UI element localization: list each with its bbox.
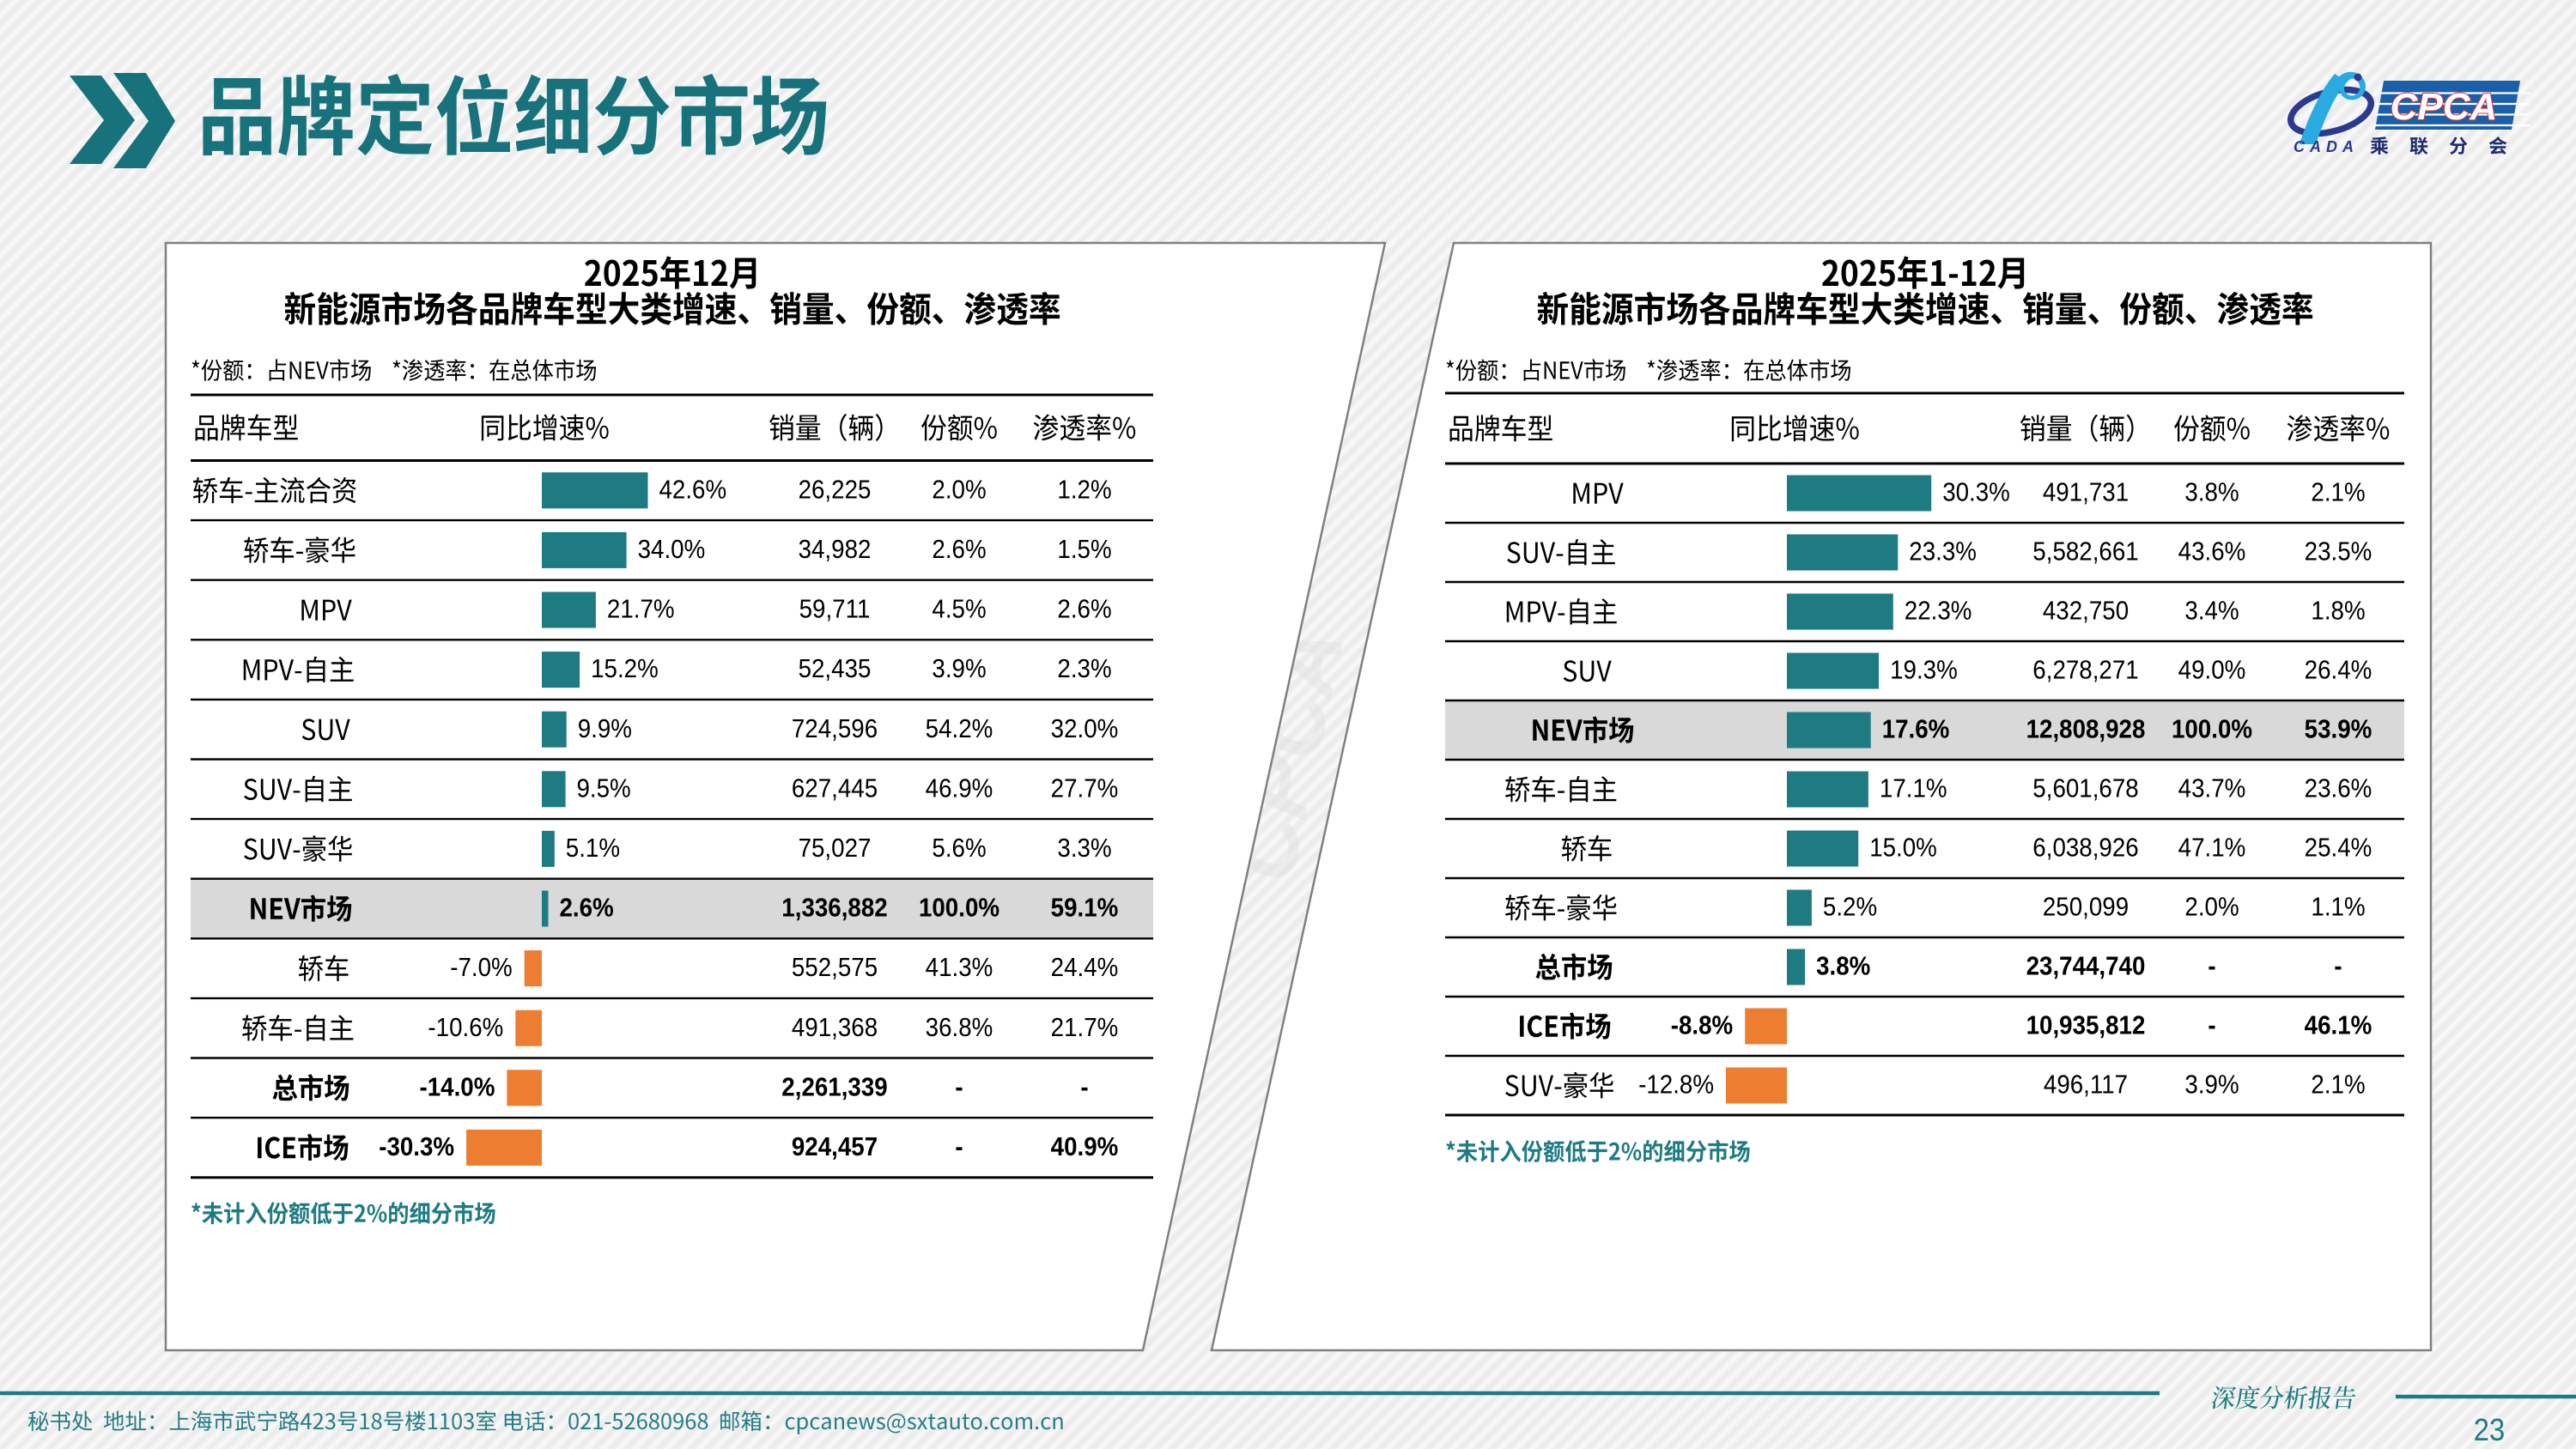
svg-text:46.9%: 46.9% [926, 774, 993, 803]
svg-text:32.0%: 32.0% [1051, 715, 1119, 743]
svg-text:59,711: 59,711 [799, 595, 871, 623]
svg-text:12,808,928: 12,808,928 [2026, 715, 2146, 743]
svg-text:27.7%: 27.7% [1051, 774, 1119, 803]
svg-text:3.9%: 3.9% [2184, 1071, 2239, 1100]
svg-text:3.4%: 3.4% [2184, 597, 2239, 625]
svg-text:-10.6%: -10.6% [428, 1014, 503, 1042]
svg-text:2.0%: 2.0% [2184, 894, 2239, 922]
svg-text:46.1%: 46.1% [2305, 1012, 2372, 1040]
svg-text:1.8%: 1.8% [2311, 597, 2365, 625]
svg-text:23: 23 [2474, 1413, 2505, 1447]
svg-text:1.5%: 1.5% [1057, 536, 1111, 564]
svg-text:5.1%: 5.1% [566, 834, 620, 863]
svg-text:54.2%: 54.2% [926, 715, 993, 743]
svg-text:3.8%: 3.8% [1816, 953, 1870, 981]
svg-text:491,368: 491,368 [792, 1014, 878, 1042]
svg-text:9.5%: 9.5% [577, 774, 631, 803]
svg-text:1.1%: 1.1% [2311, 894, 2365, 922]
svg-text:43.6%: 43.6% [2178, 537, 2246, 566]
svg-text:23,744,740: 23,744,740 [2026, 953, 2146, 981]
svg-text:23.6%: 23.6% [2305, 774, 2372, 803]
svg-text:21.7%: 21.7% [607, 595, 675, 623]
svg-text:627,445: 627,445 [792, 774, 878, 803]
svg-text:9.9%: 9.9% [578, 715, 632, 743]
svg-text:2.1%: 2.1% [2311, 1071, 2365, 1100]
svg-text:75,027: 75,027 [799, 834, 872, 863]
svg-text:2.3%: 2.3% [1057, 655, 1111, 683]
svg-text:5,601,678: 5,601,678 [2032, 774, 2138, 803]
svg-text:-: - [1080, 1073, 1088, 1101]
svg-text:26,225: 26,225 [799, 476, 872, 504]
svg-text:924,457: 924,457 [792, 1133, 878, 1161]
svg-text:47.1%: 47.1% [2178, 834, 2246, 862]
svg-text:-14.0%: -14.0% [420, 1073, 495, 1101]
svg-text:2.6%: 2.6% [932, 536, 986, 564]
svg-text:-: - [2208, 1012, 2215, 1040]
svg-text:34.0%: 34.0% [638, 536, 706, 564]
svg-text:5.2%: 5.2% [1823, 894, 1877, 922]
svg-text:3.3%: 3.3% [1057, 834, 1111, 863]
svg-text:4.5%: 4.5% [932, 595, 986, 623]
svg-text:-8.8%: -8.8% [1671, 1012, 1734, 1040]
svg-text:CPCA: CPCA [2391, 86, 2498, 128]
svg-text:2.1%: 2.1% [2311, 478, 2365, 506]
svg-text:3.8%: 3.8% [2184, 478, 2239, 506]
svg-text:30.3%: 30.3% [1942, 478, 2010, 506]
svg-text:6,278,271: 6,278,271 [2032, 656, 2138, 684]
svg-text:-: - [2208, 953, 2215, 981]
svg-text:-: - [955, 1073, 963, 1101]
svg-text:2,261,339: 2,261,339 [781, 1073, 887, 1101]
svg-text:42.6%: 42.6% [659, 476, 727, 504]
svg-text:3.9%: 3.9% [932, 655, 986, 683]
svg-text:100.0%: 100.0% [2172, 715, 2252, 743]
svg-text:15.0%: 15.0% [1869, 834, 1937, 862]
svg-text:5.6%: 5.6% [932, 834, 986, 863]
svg-text:496,117: 496,117 [2044, 1071, 2128, 1100]
svg-text:53.9%: 53.9% [2305, 715, 2372, 743]
svg-text:19.3%: 19.3% [1890, 656, 1958, 684]
svg-text:6,038,926: 6,038,926 [2032, 834, 2138, 862]
svg-text:250,099: 250,099 [2043, 894, 2129, 922]
svg-text:23.3%: 23.3% [1909, 537, 1977, 566]
svg-text:2.6%: 2.6% [1057, 595, 1111, 623]
svg-text:5,582,661: 5,582,661 [2032, 537, 2138, 566]
svg-text:59.1%: 59.1% [1051, 894, 1119, 923]
svg-text:CADA: CADA [2293, 138, 2359, 155]
svg-text:17.6%: 17.6% [1882, 715, 1950, 743]
svg-text:15.2%: 15.2% [591, 655, 659, 683]
svg-text:432,750: 432,750 [2043, 597, 2129, 625]
svg-text:-30.3%: -30.3% [379, 1133, 454, 1161]
svg-text:100.0%: 100.0% [919, 894, 999, 923]
svg-text:21.7%: 21.7% [1051, 1014, 1119, 1042]
svg-text:25.4%: 25.4% [2305, 834, 2372, 862]
svg-text:491,731: 491,731 [2043, 478, 2129, 506]
svg-text:24.4%: 24.4% [1051, 954, 1119, 982]
svg-text:52,435: 52,435 [799, 655, 872, 683]
svg-text:23.5%: 23.5% [2305, 537, 2372, 566]
svg-text:1,336,882: 1,336,882 [781, 894, 887, 923]
svg-text:40.9%: 40.9% [1051, 1133, 1119, 1161]
svg-text:10,935,812: 10,935,812 [2026, 1012, 2146, 1040]
svg-text:-: - [955, 1133, 963, 1161]
svg-text:-: - [2334, 953, 2342, 981]
svg-text:26.4%: 26.4% [2305, 656, 2372, 684]
svg-text:17.1%: 17.1% [1880, 774, 1947, 803]
svg-text:22.3%: 22.3% [1905, 597, 1972, 625]
svg-text:49.0%: 49.0% [2178, 656, 2246, 684]
svg-text:2.6%: 2.6% [560, 894, 614, 923]
svg-text:-7.0%: -7.0% [450, 954, 512, 982]
svg-text:1.2%: 1.2% [1057, 476, 1111, 504]
svg-text:2.0%: 2.0% [932, 476, 986, 504]
svg-text:41.3%: 41.3% [926, 954, 993, 982]
svg-text:552,575: 552,575 [792, 954, 878, 982]
svg-text:36.8%: 36.8% [926, 1014, 993, 1042]
svg-text:724,596: 724,596 [792, 715, 878, 743]
svg-text:43.7%: 43.7% [2178, 774, 2246, 803]
svg-text:34,982: 34,982 [799, 536, 872, 564]
svg-text:-12.8%: -12.8% [1638, 1071, 1714, 1100]
